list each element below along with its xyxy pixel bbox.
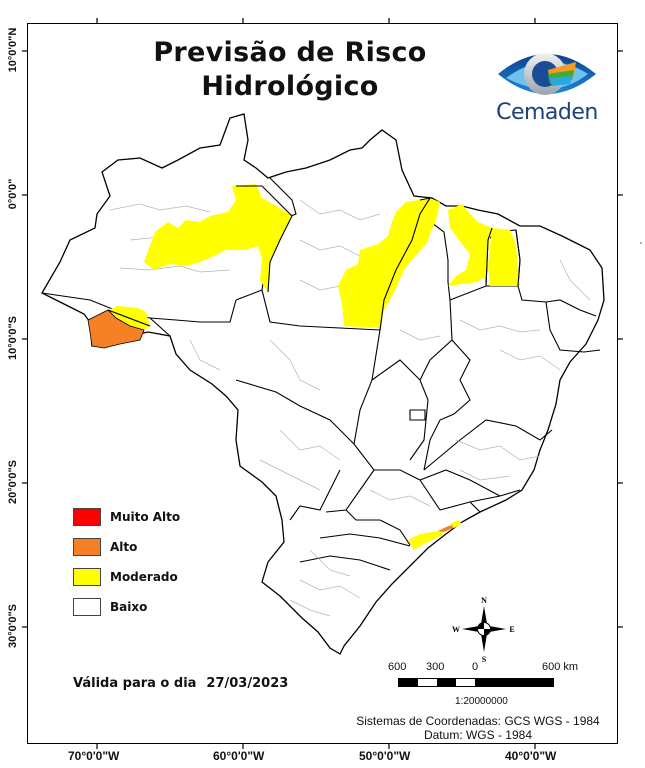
swatch-alto: [73, 538, 101, 556]
lat-label-10s: 10°0'0"S: [7, 315, 19, 361]
validity-date: 27/03/2023: [206, 676, 289, 691]
lat-label-0: 0°0'0": [7, 178, 19, 210]
lat-label-10n: 10°0'0"N: [7, 27, 19, 73]
validity-label: Válida para o dia: [73, 676, 197, 691]
cemaden-eye-logo-icon: [498, 53, 596, 95]
scale-label-600km: 600 km: [542, 661, 579, 673]
lon-label-40w: 40°0'0"W: [505, 749, 557, 763]
crs-line: Sistemas de Coordenadas: GCS WGS - 1984: [356, 714, 600, 728]
map-title: Previsão de Risco Hidrológico: [130, 36, 450, 104]
coordinate-ticks: [22, 18, 623, 749]
risk-region-sp-north-coast-moderado: [450, 520, 462, 528]
legend-label: Alto: [110, 540, 138, 554]
legend-label: Muito Alto: [110, 510, 181, 524]
scale-label-600: 600: [388, 661, 407, 673]
lon-label-60w: 60°0'0"W: [213, 749, 265, 763]
svg-text:E: E: [509, 625, 514, 634]
datum-line: Datum: WGS - 1984: [423, 728, 533, 742]
north-arrow-compass-icon: N S W E: [452, 596, 515, 664]
title-line-1: Previsão de Risco: [153, 37, 427, 68]
lat-label-30s: 30°0'0"S: [7, 603, 19, 649]
legend-label: Moderado: [110, 570, 178, 584]
risk-region-acre: [87, 309, 145, 349]
lon-label-50w: 50°0'0"W: [359, 749, 411, 763]
scale-ratio: 1:20000000: [455, 696, 508, 707]
regional-borders: [109, 199, 591, 617]
legend-label: Baixo: [110, 600, 148, 614]
risk-region-maranhao-north: [448, 204, 492, 286]
svg-text:W: W: [452, 625, 460, 634]
risk-region-amazonas-central: [144, 184, 292, 292]
coordinate-system-info: Sistemas de Coordenadas: GCS WGS - 1984 …: [340, 714, 616, 742]
state-borders-top: [107, 185, 521, 331]
swatch-moderado: [73, 568, 101, 586]
swatch-muito-alto: [73, 508, 101, 526]
lat-label-20s: 20°0'0"S: [7, 459, 19, 505]
svg-text:N: N: [481, 596, 487, 605]
swatch-baixo: [73, 598, 101, 616]
risk-region-sp-north-coast-alto: [438, 525, 453, 532]
title-line-2: Hidrológico: [201, 71, 379, 102]
logo-text: Cemaden: [496, 100, 598, 125]
risk-region-piaui-north: [488, 228, 520, 286]
validity-text: Válida para o dia 27/03/2023: [73, 676, 288, 691]
svg-text:S: S: [482, 655, 487, 664]
scale-label-0: 0: [472, 661, 479, 673]
scale-label-300: 300: [426, 661, 445, 673]
lon-label-70w: 70°0'0"W: [68, 749, 120, 763]
scale-bar: [398, 678, 554, 687]
risk-region-sp-coast: [408, 530, 444, 550]
